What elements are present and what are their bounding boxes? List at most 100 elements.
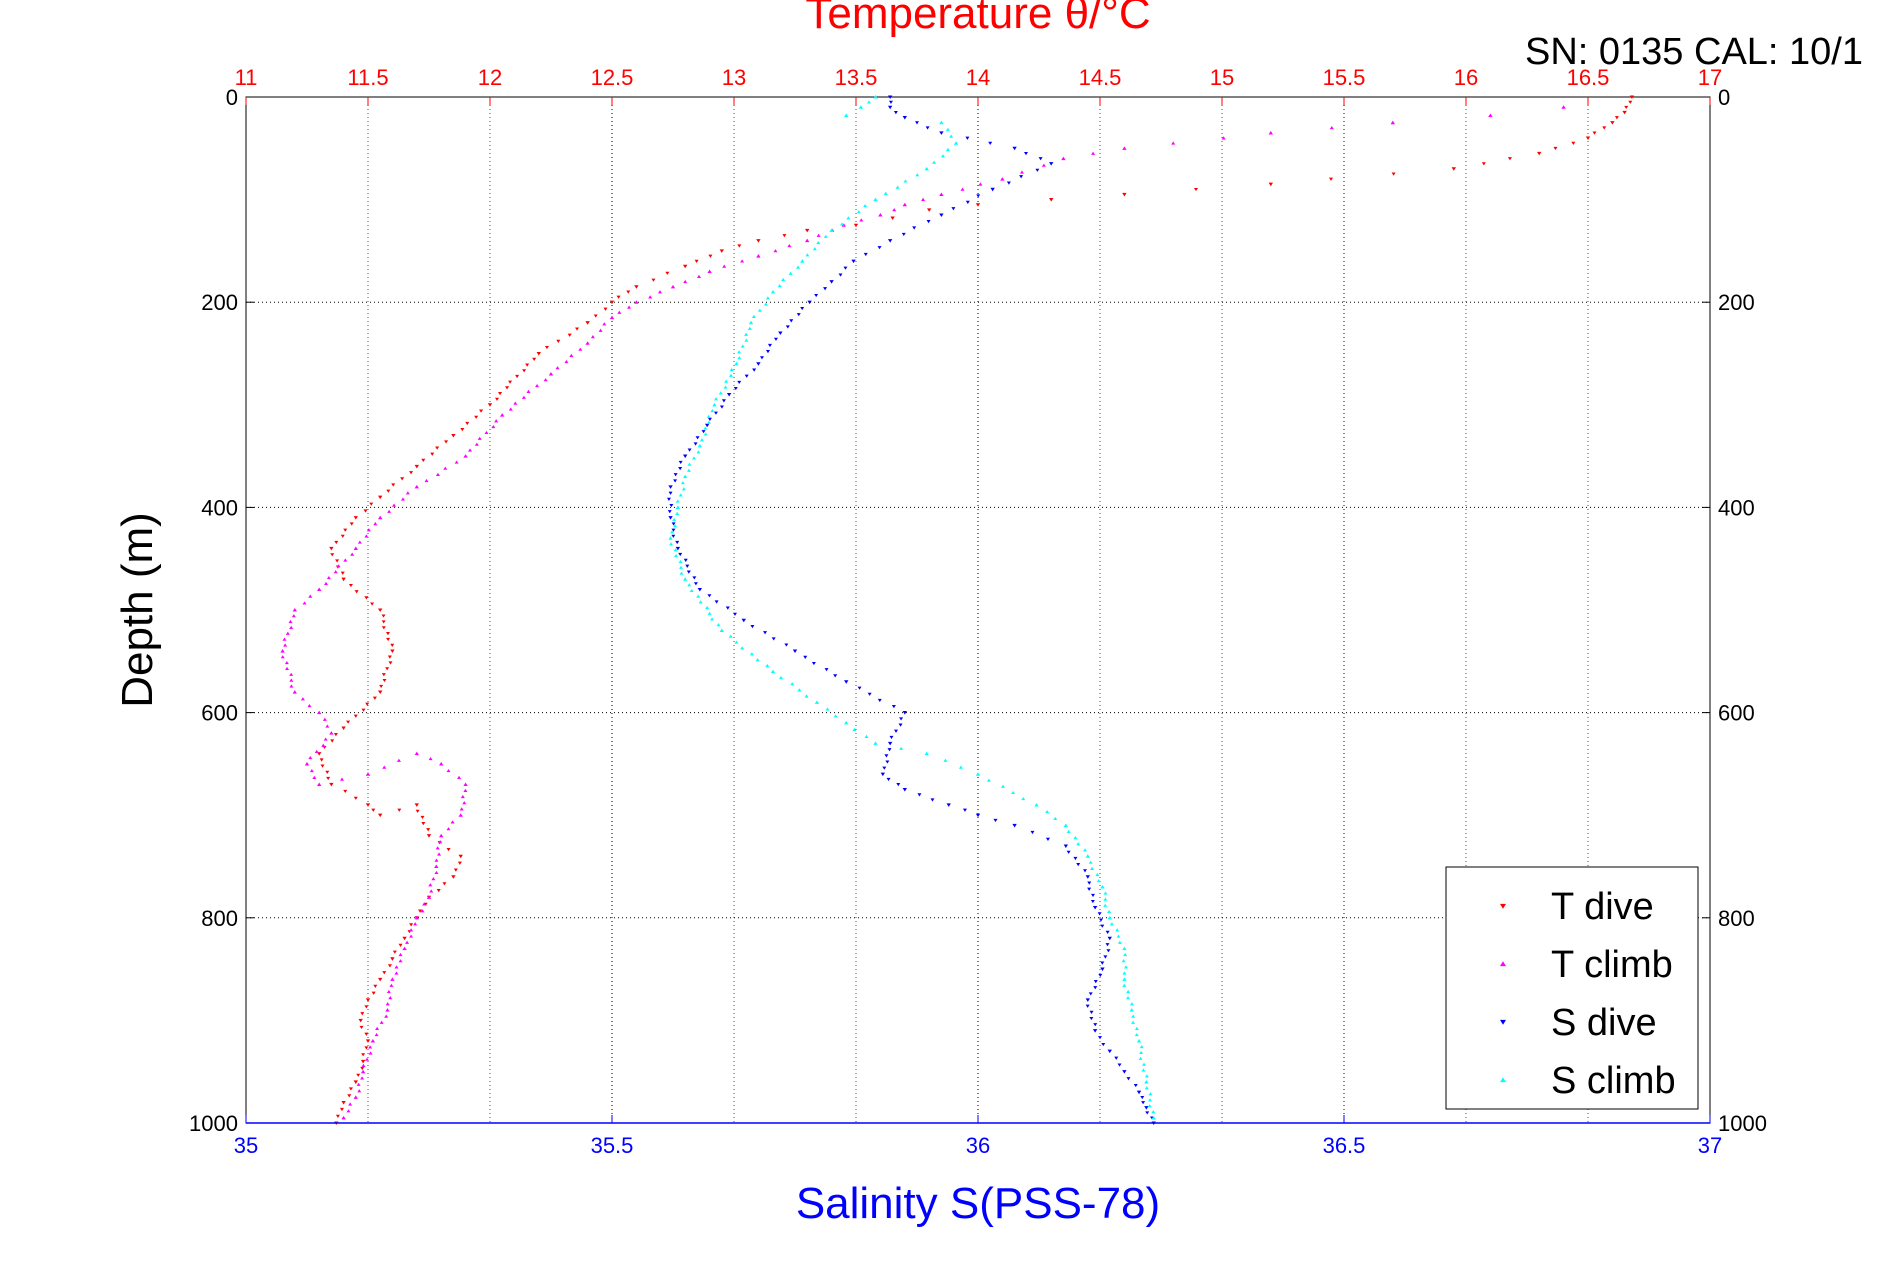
point-s-dive xyxy=(880,772,886,777)
point-t-climb xyxy=(282,637,287,641)
point-s-dive xyxy=(673,479,678,483)
point-s-dive xyxy=(894,729,899,733)
point-s-dive xyxy=(1093,980,1098,984)
point-s-dive xyxy=(1100,961,1105,965)
point-t-climb xyxy=(314,749,319,753)
point-s-climb xyxy=(1142,1062,1147,1066)
point-t-climb xyxy=(398,959,403,963)
point-s-dive xyxy=(844,680,849,684)
point-t-dive xyxy=(385,632,390,636)
point-t-climb xyxy=(978,182,983,186)
point-t-climb xyxy=(459,807,464,811)
point-s-climb xyxy=(749,652,754,656)
point-t-dive xyxy=(556,339,561,343)
point-t-climb xyxy=(409,928,414,932)
point-t-dive xyxy=(359,1025,364,1030)
point-t-climb xyxy=(463,454,468,458)
point-s-climb xyxy=(1096,879,1101,883)
point-t-climb xyxy=(357,1089,362,1093)
point-s-dive xyxy=(707,417,712,421)
point-s-climb xyxy=(765,296,770,300)
point-t-climb xyxy=(805,238,810,243)
point-s-dive xyxy=(725,606,730,610)
point-t-dive xyxy=(683,264,688,269)
point-t-climb xyxy=(400,497,405,501)
point-t-climb xyxy=(627,305,632,309)
point-t-dive xyxy=(694,259,699,263)
point-t-climb xyxy=(326,575,331,580)
point-t-dive xyxy=(1507,157,1512,161)
point-s-climb xyxy=(1144,1086,1149,1090)
point-s-climb xyxy=(1124,965,1128,969)
point-t-climb xyxy=(340,777,344,781)
tick-label-top-15: 15 xyxy=(1210,65,1234,90)
point-t-dive xyxy=(397,808,402,812)
point-t-climb xyxy=(357,540,362,544)
point-t-climb xyxy=(366,528,371,532)
point-s-climb xyxy=(698,600,703,604)
point-t-climb xyxy=(329,731,334,735)
point-s-climb xyxy=(949,134,954,138)
point-t-climb xyxy=(325,724,330,728)
point-s-climb xyxy=(751,314,756,318)
point-t-dive xyxy=(365,998,371,1002)
point-t-dive xyxy=(371,991,376,995)
point-t-dive xyxy=(347,1094,352,1098)
point-s-dive xyxy=(1089,1016,1094,1021)
point-t-climb xyxy=(302,601,307,605)
point-s-dive xyxy=(1076,863,1081,867)
point-t-climb xyxy=(388,996,393,1000)
tick-label-left-0: 0 xyxy=(226,85,238,110)
point-t-dive xyxy=(372,696,377,700)
point-t-climb xyxy=(585,341,590,345)
point-s-climb xyxy=(707,611,712,615)
point-s-climb xyxy=(1122,946,1127,951)
point-s-dive xyxy=(1093,986,1098,990)
series-t-climb xyxy=(280,105,1566,1120)
point-s-dive xyxy=(683,558,688,562)
point-s-dive xyxy=(1087,881,1092,885)
point-s-dive xyxy=(666,497,671,501)
point-s-climb xyxy=(678,559,683,564)
tick-label-left-400: 400 xyxy=(201,495,238,520)
point-s-climb xyxy=(675,499,680,503)
point-s-dive xyxy=(1090,899,1095,904)
point-s-climb xyxy=(1129,1008,1134,1012)
point-t-dive xyxy=(353,1080,358,1084)
point-t-climb xyxy=(308,594,313,598)
point-s-dive xyxy=(965,200,970,204)
tick-label-top-14: 14 xyxy=(966,65,990,90)
point-t-dive xyxy=(1628,100,1633,104)
point-t-dive xyxy=(371,808,376,812)
point-s-dive xyxy=(678,467,683,471)
point-s-climb xyxy=(712,402,717,407)
point-t-dive xyxy=(1194,187,1198,192)
point-s-climb xyxy=(1134,1032,1139,1037)
point-t-dive xyxy=(341,726,346,730)
point-s-climb xyxy=(816,240,821,245)
point-s-dive xyxy=(884,754,889,758)
point-s-climb xyxy=(678,493,683,497)
point-s-dive xyxy=(1085,1004,1090,1008)
point-t-dive xyxy=(335,559,340,563)
point-t-dive xyxy=(805,228,810,233)
point-s-dive xyxy=(1092,1029,1098,1033)
point-s-dive xyxy=(1089,1010,1094,1014)
point-t-climb xyxy=(446,827,451,831)
point-t-climb xyxy=(280,655,285,659)
point-t-climb xyxy=(878,213,883,217)
point-t-climb xyxy=(426,895,432,899)
point-s-dive xyxy=(891,705,896,709)
point-t-climb xyxy=(308,755,313,760)
point-t-dive xyxy=(498,392,503,396)
point-s-climb xyxy=(941,154,945,158)
point-t-dive xyxy=(451,434,456,438)
point-s-dive xyxy=(887,239,893,243)
point-t-climb xyxy=(617,310,622,314)
point-s-climb xyxy=(796,265,801,269)
point-s-dive xyxy=(912,226,917,230)
point-t-dive xyxy=(418,909,423,913)
point-s-climb xyxy=(844,113,849,118)
point-s-climb xyxy=(706,414,711,418)
point-s-climb xyxy=(679,571,684,575)
